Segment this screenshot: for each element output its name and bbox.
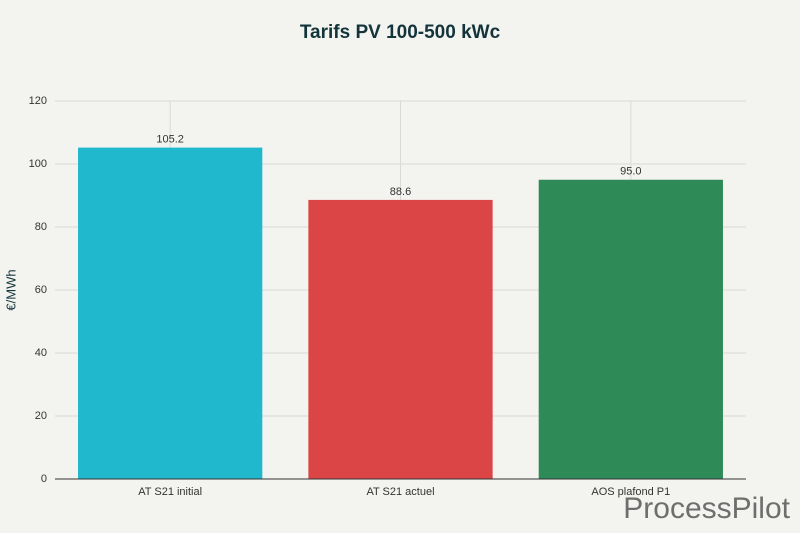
x-tick-label: AOS plafond P1 bbox=[591, 486, 670, 498]
y-tick-label: 20 bbox=[35, 410, 47, 422]
y-tick-label: 120 bbox=[29, 95, 47, 107]
chart-title: Tarifs PV 100-500 kWc bbox=[300, 22, 501, 43]
data-label: 105.2 bbox=[156, 134, 184, 146]
y-tick-label: 80 bbox=[35, 221, 47, 233]
x-tick-label: AT S21 actuel bbox=[366, 486, 434, 498]
y-tick-label: 60 bbox=[35, 284, 47, 296]
y-tick-label: 40 bbox=[35, 347, 47, 359]
watermark: ProcessPilot bbox=[623, 492, 790, 525]
bar bbox=[538, 179, 723, 479]
y-tick-label: 100 bbox=[29, 158, 47, 170]
bar bbox=[308, 199, 493, 479]
bar bbox=[78, 147, 263, 479]
data-label: 88.6 bbox=[390, 186, 411, 198]
y-tick-label: 0 bbox=[41, 473, 47, 485]
data-label: 95.0 bbox=[620, 166, 641, 178]
x-tick-label: AT S21 initial bbox=[138, 486, 202, 498]
y-axis-title: €/MWh bbox=[3, 269, 18, 310]
